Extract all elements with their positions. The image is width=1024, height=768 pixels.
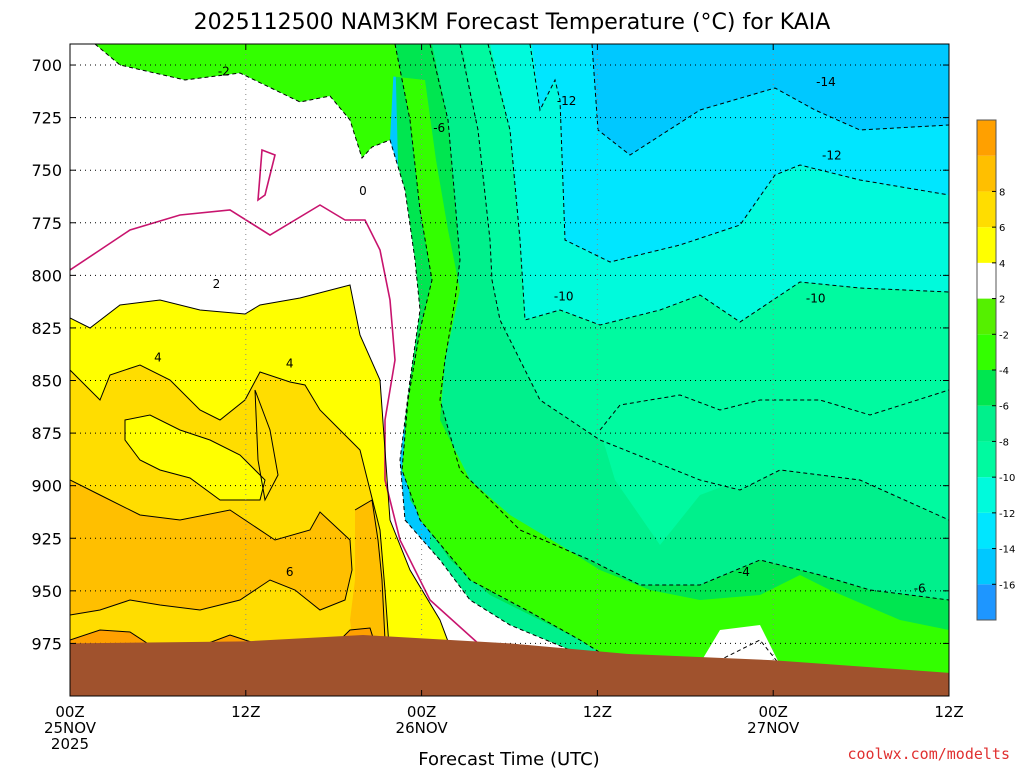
contour-label-8: -10 bbox=[806, 291, 826, 305]
colorbar-swatch-8 bbox=[977, 298, 996, 335]
y-tick-label-1: 725 bbox=[31, 109, 62, 128]
contour-minus2 bbox=[94, 44, 631, 686]
x-tick-label-0-0: 00Z bbox=[55, 703, 84, 721]
region-minus2-top bbox=[90, 44, 395, 158]
contour-zero-pocket bbox=[257, 148, 276, 202]
x-tick-label-2-0: 00Z bbox=[407, 703, 436, 721]
colorbar-label-10: 6 bbox=[999, 223, 1005, 234]
contour-minus4 bbox=[394, 44, 793, 696]
contour-label-2: -12 bbox=[557, 94, 577, 108]
chart-title: 2025112500 NAM3KM Forecast Temperature (… bbox=[194, 10, 831, 35]
contour-label-1: -6 bbox=[433, 121, 445, 135]
x-tick-label-0-1: 25NOV bbox=[44, 719, 97, 737]
colorbar-label-4: -8 bbox=[999, 437, 1009, 448]
y-tick-label-4: 800 bbox=[31, 266, 62, 285]
terrain-surface bbox=[70, 635, 949, 696]
region-4-to-6-hole bbox=[125, 415, 265, 500]
colorbar-label-6: -4 bbox=[999, 366, 1009, 377]
region-6-to-8 bbox=[70, 480, 352, 615]
temperature-fill-regions bbox=[70, 44, 949, 696]
contour-label-5: 0 bbox=[359, 184, 367, 198]
contour-label-0: -2 bbox=[218, 64, 230, 78]
y-tick-label-3: 775 bbox=[31, 214, 62, 233]
y-tick-label-6: 850 bbox=[31, 372, 62, 391]
y-tick-label-0: 700 bbox=[31, 56, 62, 75]
contour-8 bbox=[70, 627, 381, 661]
contour-label-7: -10 bbox=[554, 289, 574, 303]
y-tick-label-9: 925 bbox=[31, 529, 62, 548]
y-tick-label-11: 975 bbox=[31, 634, 62, 653]
x-tick-label-0-2: 2025 bbox=[51, 735, 89, 753]
x-tick-label-1-0: 12Z bbox=[231, 703, 260, 721]
colorbar-swatch-10 bbox=[977, 227, 996, 263]
colorbar: -16 -14 -12 -10 -8 -6 -4 -2 2 4 6 8 bbox=[976, 119, 1015, 621]
contour-minus12 bbox=[529, 44, 949, 263]
x-tick-label-5-0: 12Z bbox=[934, 703, 963, 721]
contour-label-12: -4 bbox=[738, 565, 750, 579]
contour-labels: -2 -6 -12 -14 -12 0 2 -10 -10 4 4 6 -4 -6 bbox=[154, 64, 926, 595]
contour-4-loop bbox=[124, 414, 266, 501]
contour-label-10: 4 bbox=[286, 357, 294, 371]
x-tick-label-3-0: 12Z bbox=[583, 703, 612, 721]
colorbar-swatch-11 bbox=[977, 191, 996, 228]
colorbar-swatch-5 bbox=[977, 405, 996, 442]
colorbar-label-9: 4 bbox=[999, 259, 1005, 270]
contour-minus8 bbox=[459, 44, 949, 521]
contour-label-3: -14 bbox=[816, 75, 836, 89]
contour-label-4: -12 bbox=[822, 148, 842, 162]
contour-4 bbox=[70, 364, 391, 661]
colorbar-label-0: -16 bbox=[999, 580, 1015, 591]
region-6-to-8-right bbox=[350, 500, 385, 660]
terrain-polygon bbox=[70, 635, 949, 696]
colorbar-label-11: 8 bbox=[999, 187, 1005, 198]
region-minus8-inner bbox=[600, 390, 949, 545]
colorbar-label-7: -2 bbox=[999, 330, 1009, 341]
credit-text: coolwx.com/modelts bbox=[847, 745, 1010, 763]
colorbar-swatch-13 bbox=[977, 120, 996, 156]
x-axis-label: Forecast Time (UTC) bbox=[418, 749, 599, 768]
contour-minus8-inner bbox=[599, 389, 949, 431]
x-tick-label-2-1: 26NOV bbox=[396, 719, 449, 737]
colorbar-swatch-12 bbox=[977, 155, 996, 192]
x-tick-label-4-0: 00Z bbox=[759, 703, 788, 721]
y-tick-label-7: 875 bbox=[31, 424, 62, 443]
y-tick-label-2: 750 bbox=[31, 161, 62, 180]
contour-6 bbox=[70, 479, 353, 616]
colorbar-label-8: 2 bbox=[999, 295, 1005, 306]
temperature-contour-lines bbox=[70, 44, 949, 696]
contour-6-right bbox=[354, 499, 386, 641]
colorbar-label-5: -6 bbox=[999, 402, 1009, 413]
contour-zero bbox=[70, 204, 501, 683]
colorbar-swatch-3 bbox=[977, 477, 996, 513]
contour-4-left bbox=[254, 389, 279, 502]
y-axis: 700 725 750 775 800 825 850 875 900 925 950 975 bbox=[31, 56, 949, 653]
colorbar-label-1: -14 bbox=[999, 545, 1015, 556]
y-tick-label-10: 950 bbox=[31, 582, 62, 601]
colorbar-swatch-2 bbox=[977, 512, 996, 549]
contour-minus14 bbox=[591, 44, 949, 156]
contour-minus6 bbox=[429, 44, 949, 601]
y-tick-label-5: 825 bbox=[31, 319, 62, 338]
region-minus6 bbox=[430, 44, 949, 696]
colorbar-label-2: -12 bbox=[999, 509, 1015, 520]
colorbar-label-3: -10 bbox=[999, 473, 1015, 484]
region-minus2 bbox=[100, 44, 949, 696]
colorbar-swatch-4 bbox=[977, 441, 996, 478]
contour-label-11: 6 bbox=[286, 565, 294, 579]
contour-label-13: -6 bbox=[914, 582, 926, 596]
colorbar-swatch-0 bbox=[977, 584, 996, 620]
gridlines bbox=[70, 44, 949, 696]
x-tick-label-4-1: 27NOV bbox=[747, 719, 800, 737]
colorbar-swatch-7 bbox=[977, 334, 996, 370]
plot-frame bbox=[69, 43, 950, 697]
colorbar-swatch-9 bbox=[977, 262, 996, 299]
colorbar-swatch-6 bbox=[977, 370, 996, 406]
y-tick-label-8: 900 bbox=[31, 477, 62, 496]
contour-2 bbox=[70, 284, 456, 661]
colorbar-swatch-1 bbox=[977, 548, 996, 585]
contour-label-9: 4 bbox=[154, 350, 162, 364]
contour-label-6: 2 bbox=[213, 277, 221, 291]
